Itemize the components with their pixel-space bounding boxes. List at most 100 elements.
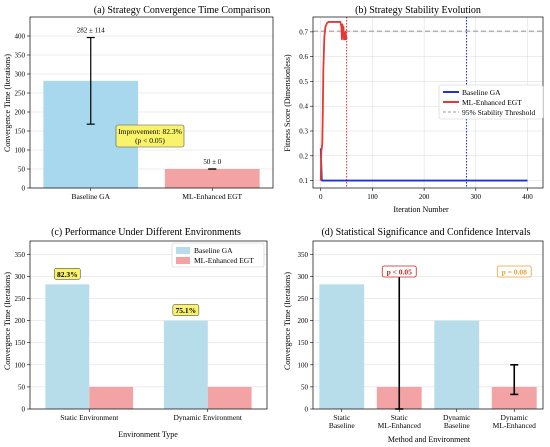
- y-tick-label: 50: [18, 383, 26, 391]
- panel-b-ylabel: Fitness Score (Dimensionless): [283, 54, 292, 152]
- panel-b: (b) Strategy Stability Evolution Fitness…: [283, 5, 544, 214]
- panel-a: (a) Strategy Convergence Time Comparison…: [3, 5, 274, 201]
- y-tick-label: 400: [15, 33, 26, 41]
- y-tick-label: 250: [298, 295, 309, 303]
- y-tick-label: 300: [15, 273, 26, 281]
- bar-baseline-ga: [163, 320, 208, 409]
- legend-label-ml: ML-Enhanced EGT: [194, 256, 254, 265]
- panel-c-ylabel: Convergence Time (Iterations): [3, 272, 12, 370]
- annotation-line-2: (p < 0.05): [135, 136, 165, 145]
- x-tick-label: Baseline: [444, 421, 470, 430]
- x-tick-label: 300: [471, 193, 482, 201]
- y-tick-label: 0.5: [299, 78, 308, 86]
- bar-0: [319, 284, 365, 409]
- value-label: 282 ± 114: [77, 27, 106, 35]
- legend-label-baseline: Baseline GA: [194, 246, 233, 255]
- legend-label-baseline: Baseline GA: [462, 88, 501, 97]
- panel-d: (d) Statistical Significance and Confide…: [283, 227, 544, 444]
- panel-d-xlabel: Method and Environment: [388, 435, 471, 444]
- panel-b-xlabel: Iteration Number: [393, 205, 449, 214]
- panel-b-title: (b) Strategy Stability Evolution: [355, 5, 481, 16]
- x-tick-label: ML-Enhanced: [378, 421, 422, 430]
- y-tick-label: 150: [15, 128, 26, 136]
- x-tick-label: Static: [333, 413, 351, 422]
- y-tick-label: 0.3: [299, 128, 308, 136]
- legend-label-ml: ML-Enhanced EGT: [462, 98, 522, 107]
- x-tick-label: 100: [367, 193, 378, 201]
- significance-label: p = 0.08: [502, 268, 528, 277]
- panel-a-ylabel: Convergence Time (Iterations): [3, 54, 12, 152]
- y-tick-label: 200: [298, 317, 309, 325]
- y-tick-label: 0: [22, 185, 26, 193]
- legend-box: [438, 84, 544, 120]
- x-tick-label: Baseline: [329, 421, 355, 430]
- y-tick-label: 350: [298, 251, 309, 259]
- panel-d-title: (d) Statistical Significance and Confide…: [321, 227, 530, 238]
- bar-ml-enhanced-egt: [89, 386, 134, 409]
- y-tick-label: 100: [15, 147, 26, 155]
- x-tick-label: Dynamic: [501, 413, 529, 422]
- y-tick-label: 300: [298, 273, 309, 281]
- x-tick-label: 200: [419, 193, 430, 201]
- significance-badge: [496, 265, 532, 278]
- improvement-label: 82.3%: [57, 270, 78, 279]
- y-tick-label: 50: [18, 166, 26, 174]
- y-tick-label: 150: [15, 339, 26, 347]
- panel-a-frame: [29, 16, 274, 189]
- panel-b-legend: Baseline GA ML-Enhanced EGT 95% Stabilit…: [438, 84, 544, 120]
- x-tick-label: ML-Enhanced EGT: [182, 192, 242, 201]
- y-tick-label: 0: [305, 406, 309, 414]
- y-tick-label: 250: [15, 295, 26, 303]
- y-tick-label: 0.2: [299, 152, 308, 160]
- legend-label-threshold: 95% Stability Threshold: [462, 108, 535, 117]
- improvement-label: 75.1%: [176, 306, 197, 315]
- bar-3: [491, 386, 537, 409]
- bar-2: [434, 320, 480, 409]
- y-tick-label: 150: [298, 339, 309, 347]
- y-tick-label: 0.6: [299, 53, 308, 61]
- y-tick-label: 200: [15, 317, 26, 325]
- panel-d-frame: [312, 240, 544, 410]
- panel-a-title: (a) Strategy Convergence Time Comparison: [94, 5, 270, 16]
- series-line-ml-enhanced-egt: [319, 21, 348, 181]
- y-tick-label: 250: [15, 90, 26, 98]
- x-tick-label: Static Environment: [60, 413, 119, 422]
- y-tick-label: 0: [22, 406, 26, 414]
- improvement-badge: [54, 268, 81, 280]
- x-tick-label: Baseline GA: [71, 192, 110, 201]
- x-tick-label: ML-Enhanced: [493, 421, 537, 430]
- legend-swatch-baseline: [176, 247, 190, 254]
- panel-d-ylabel: Convergence Time (Iterations): [283, 272, 292, 370]
- y-tick-label: 100: [298, 361, 309, 369]
- panel-c-frame: [29, 240, 268, 410]
- bar-ml-enhanced-egt: [207, 386, 252, 409]
- legend-box: [171, 242, 265, 268]
- y-tick-label: 300: [15, 71, 26, 79]
- y-tick-label: 0.1: [299, 177, 308, 185]
- panel-c-legend: Baseline GA ML-Enhanced EGT: [171, 242, 265, 268]
- x-tick-label: 0: [319, 193, 323, 201]
- y-tick-label: 350: [15, 52, 26, 60]
- significance-badge: [381, 265, 417, 278]
- value-label: 50 ± 0: [203, 158, 221, 166]
- improvement-badge: [172, 304, 200, 316]
- y-tick-label: 0.7: [299, 28, 308, 36]
- y-tick-label: 100: [15, 361, 26, 369]
- y-tick-label: 0.4: [299, 103, 308, 111]
- bar-baseline-ga: [45, 284, 90, 409]
- significance-label: p < 0.05: [387, 268, 413, 277]
- y-tick-label: 200: [15, 109, 26, 117]
- legend-swatch-ml: [176, 257, 190, 264]
- x-tick-label: Static: [391, 413, 409, 422]
- x-tick-label: Dynamic: [443, 413, 471, 422]
- y-tick-label: 350: [15, 251, 26, 259]
- annotation-box: [115, 124, 185, 148]
- panel-a-annotation: Improvement: 82.3% (p < 0.05): [115, 124, 185, 148]
- x-tick-label: Dynamic Environment: [173, 413, 242, 422]
- annotation-line-1: Improvement: 82.3%: [118, 127, 182, 136]
- panel-c-title: (c) Performance Under Different Environm…: [51, 227, 241, 238]
- panel-c: (c) Performance Under Different Environm…: [3, 227, 268, 439]
- panel-c-xlabel: Environment Type: [118, 430, 178, 439]
- y-tick-label: 50: [301, 383, 309, 391]
